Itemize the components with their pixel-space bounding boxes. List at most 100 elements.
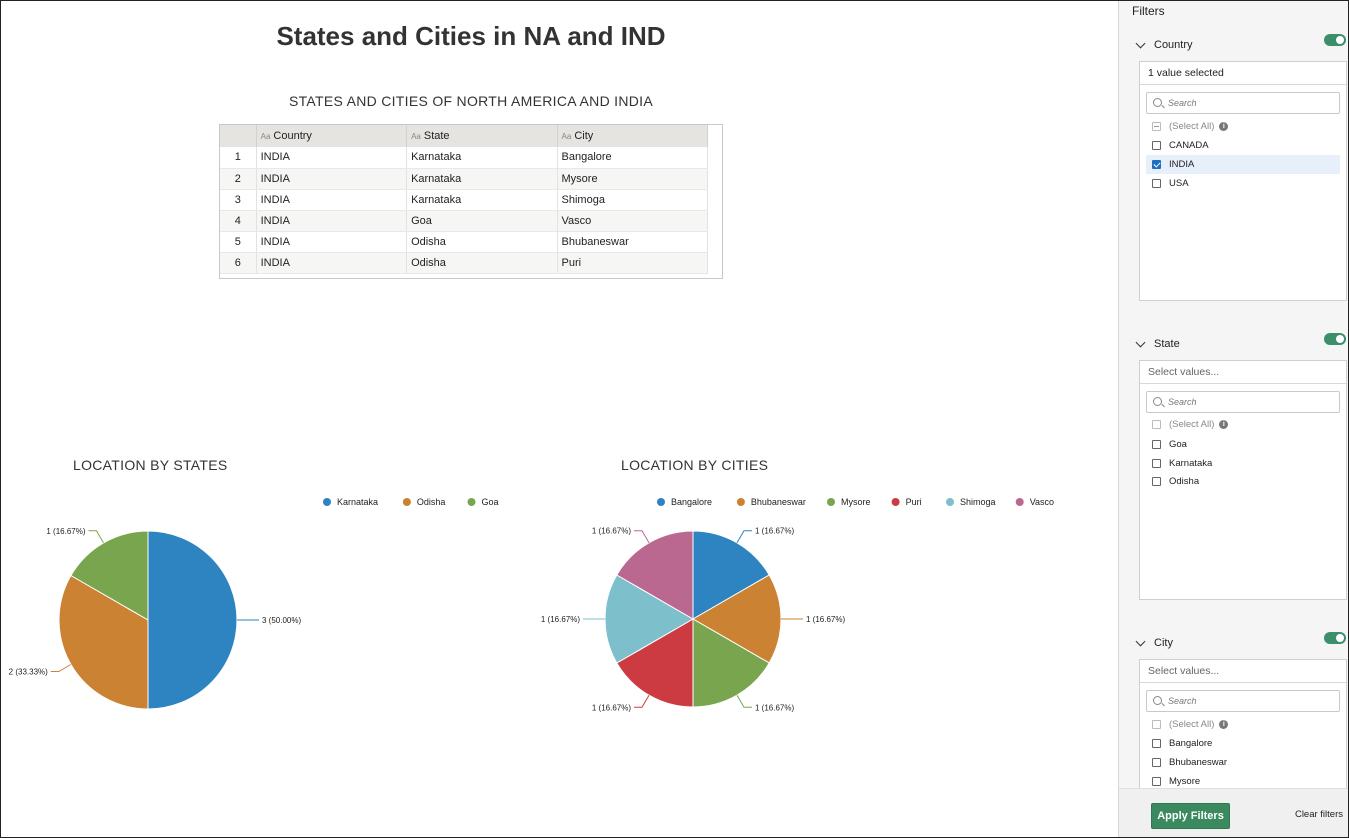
- filters-panel: Filters Country 1 value selected Search …: [1118, 1, 1348, 837]
- legend-item-bhubaneswar[interactable]: Bhubaneswar: [751, 497, 806, 507]
- legend-item-goa[interactable]: Goa: [482, 497, 499, 507]
- checkbox-icon[interactable]: [1152, 141, 1161, 150]
- checkbox-checked-icon[interactable]: [1152, 160, 1161, 169]
- legend-item-vasco[interactable]: Vasco: [1030, 497, 1054, 507]
- legend-item-shimoga[interactable]: Shimoga: [960, 497, 996, 507]
- legend-item-karnataka[interactable]: Karnataka: [337, 497, 378, 507]
- pie-slice-bhubaneswar[interactable]: [692, 574, 782, 664]
- legend-marker: [657, 498, 665, 506]
- city-search-input[interactable]: Search: [1146, 690, 1340, 712]
- column-header-city[interactable]: Aa City: [557, 125, 709, 147]
- data-label: 1 (16.67%): [46, 527, 85, 536]
- row-index: 1: [220, 147, 257, 169]
- country-search-input[interactable]: Search: [1146, 92, 1340, 114]
- pie-slice-odisha[interactable]: [58, 574, 149, 710]
- city-selection-summary[interactable]: Select values...: [1140, 660, 1346, 683]
- column-header-country[interactable]: Aa Country: [256, 125, 408, 147]
- checkbox-icon[interactable]: [1152, 758, 1161, 767]
- checkbox-icon: [1152, 420, 1161, 429]
- legend-marker: [891, 498, 900, 506]
- legend-item-mysore[interactable]: Mysore: [841, 497, 871, 507]
- row-index: 3: [220, 189, 257, 211]
- search-icon: [1153, 98, 1162, 107]
- chevron-down-icon[interactable]: [1135, 38, 1146, 48]
- cell-state: Karnataka: [406, 147, 558, 169]
- row-index-header: [220, 125, 257, 147]
- legend-item-puri[interactable]: Puri: [906, 497, 922, 507]
- country-option-canada[interactable]: CANADA: [1146, 136, 1340, 155]
- legend-marker: [402, 498, 411, 506]
- apply-filters-button[interactable]: Apply Filters: [1151, 803, 1230, 829]
- legend-item-odisha[interactable]: Odisha: [417, 497, 446, 507]
- cell-city: Bhubaneswar: [557, 231, 709, 253]
- info-icon: i: [1219, 420, 1229, 429]
- table-header-row: Aa Country Aa State Aa City: [220, 125, 709, 147]
- data-label: 1 (16.67%): [541, 615, 580, 624]
- checkbox-icon[interactable]: [1152, 440, 1161, 449]
- states-pie-chart: 3 (50.00%) 2 (33.33%) 1 (16.67%) Karnataka O…: [9, 497, 499, 710]
- leader-line: [736, 530, 752, 544]
- state-option-goa[interactable]: Goa: [1146, 435, 1340, 454]
- state-select-all: (Select All) i: [1146, 415, 1340, 434]
- row-index: 4: [220, 210, 257, 232]
- country-filter-header[interactable]: Country: [1135, 38, 1193, 51]
- country-filter-toggle[interactable]: [1324, 34, 1346, 46]
- state-option-karnataka[interactable]: Karnataka: [1146, 454, 1340, 473]
- clear-filters-link[interactable]: Clear filters: [1294, 809, 1343, 820]
- checkbox-icon[interactable]: [1152, 777, 1161, 786]
- pie-slice-goa[interactable]: [70, 530, 149, 621]
- city-filter-header[interactable]: City: [1135, 636, 1173, 649]
- cell-country: INDIA: [256, 252, 408, 274]
- state-selection-summary[interactable]: Select values...: [1140, 361, 1346, 384]
- filters-panel-title: Filters: [1132, 4, 1165, 18]
- cell-country: INDIA: [256, 231, 408, 253]
- checkbox-icon[interactable]: [1152, 739, 1161, 748]
- leader-line: [50, 664, 72, 672]
- city-filter-box: Select values... Search (Select All) i Ba…: [1139, 659, 1347, 799]
- country-selection-summary[interactable]: 1 value selected: [1140, 62, 1346, 85]
- checkbox-icon: [1152, 720, 1161, 729]
- state-search-input[interactable]: Search: [1146, 391, 1340, 413]
- country-option-usa[interactable]: USA: [1146, 174, 1340, 193]
- info-icon: i: [1219, 720, 1229, 729]
- search-icon: [1153, 696, 1162, 705]
- data-label: 1 (16.67%): [592, 703, 631, 712]
- data-label: 1 (16.67%): [755, 703, 794, 712]
- data-table: Aa Country Aa State Aa City 1 INDIA Karnata…: [219, 124, 723, 279]
- city-option-bhubaneswar[interactable]: Bhubaneswar: [1146, 753, 1340, 772]
- legend-marker: [467, 498, 476, 506]
- search-icon: [1153, 397, 1162, 406]
- data-label: 2 (33.33%): [9, 668, 48, 677]
- country-option-india[interactable]: INDIA: [1146, 155, 1340, 174]
- row-index: 6: [220, 252, 257, 274]
- legend-marker: [736, 498, 745, 506]
- city-option-bangalore[interactable]: Bangalore: [1146, 734, 1340, 753]
- leader-line: [88, 530, 104, 544]
- text-type-icon: Aa: [260, 132, 271, 141]
- chevron-down-icon[interactable]: [1135, 636, 1146, 646]
- state-option-odisha[interactable]: Odisha: [1146, 472, 1340, 491]
- table-row: 1 INDIA Karnataka Bangalore: [220, 147, 709, 169]
- cell-state: Odisha: [406, 231, 558, 253]
- checkbox-icon[interactable]: [1152, 459, 1161, 468]
- cell-country: INDIA: [256, 189, 408, 211]
- data-label: 3 (50.00%): [262, 616, 301, 625]
- city-select-all: (Select All) i: [1146, 715, 1340, 734]
- chevron-down-icon[interactable]: [1135, 337, 1146, 347]
- text-type-icon: Aa: [561, 132, 572, 141]
- checkbox-icon[interactable]: [1152, 179, 1161, 188]
- legend-marker: [1015, 498, 1024, 506]
- country-filter-box: 1 value selected Search (Select All) i CA…: [1139, 61, 1347, 301]
- row-index: 2: [220, 168, 257, 190]
- state-filter-toggle[interactable]: [1324, 333, 1346, 345]
- pie-slice-shimoga[interactable]: [604, 574, 694, 664]
- column-header-state[interactable]: Aa State: [406, 125, 558, 147]
- city-option-mysore[interactable]: Mysore: [1146, 772, 1340, 791]
- cities-chart-title: LOCATION BY CITIES: [621, 457, 769, 473]
- table-grid: Aa Country Aa State Aa City 1 INDIA Karnata…: [220, 125, 709, 274]
- checkbox-icon[interactable]: [1152, 477, 1161, 486]
- state-filter-header[interactable]: State: [1135, 337, 1180, 350]
- legend-item-bangalore[interactable]: Bangalore: [671, 497, 712, 507]
- cell-state: Odisha: [406, 252, 558, 274]
- city-filter-toggle[interactable]: [1324, 632, 1346, 644]
